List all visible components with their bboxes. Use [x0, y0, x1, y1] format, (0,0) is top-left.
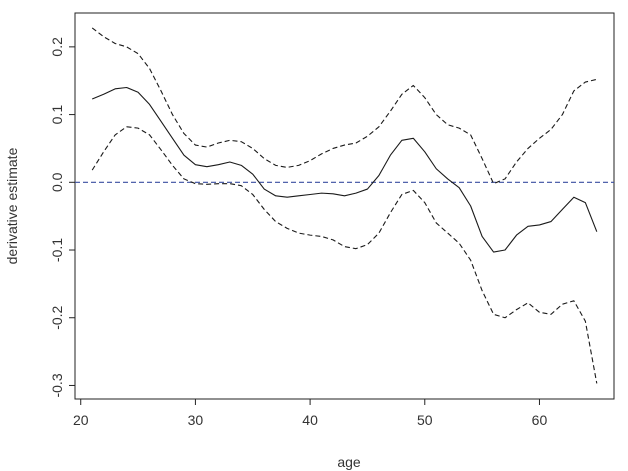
y-tick-label: -0.2 [49, 305, 65, 329]
y-tick-label: 0.1 [49, 105, 65, 125]
x-axis: 20 30 40 50 60 [73, 399, 548, 428]
x-tick-label: 20 [73, 412, 89, 428]
x-tick-label: 30 [188, 412, 204, 428]
y-tick-label: 0.0 [49, 172, 65, 192]
series-line-estimate [91, 86, 598, 253]
y-axis: -0.3 -0.2 -0.1 0.0 0.1 0.2 [49, 37, 75, 398]
x-axis-label: age [337, 454, 361, 470]
x-tick-label: 50 [417, 412, 433, 428]
x-tick-label: 60 [532, 412, 548, 428]
y-tick-label: -0.1 [49, 238, 65, 262]
y-tick-label: 0.2 [49, 37, 65, 57]
y-tick-label: -0.3 [49, 373, 65, 397]
plot-frame [74, 12, 615, 400]
series-line-upper-band [91, 27, 597, 185]
series-layer [91, 27, 598, 384]
y-axis-label: derivative estimate [4, 147, 20, 264]
x-tick-label: 40 [302, 412, 318, 428]
series-line-lower-band [91, 126, 598, 384]
